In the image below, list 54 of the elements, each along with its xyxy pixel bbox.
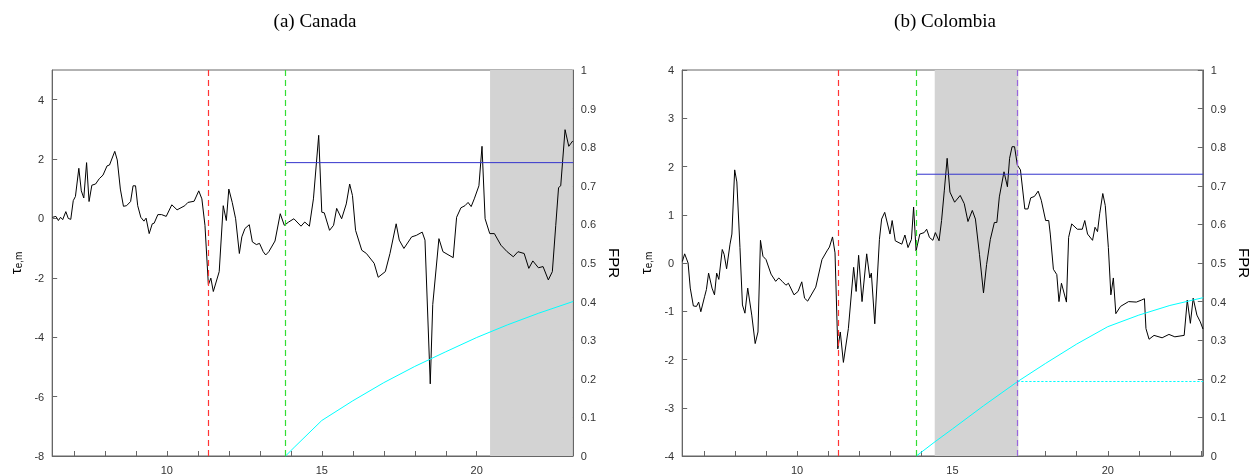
- y2-tick-label: 0.3: [580, 334, 597, 347]
- y-tick-label: -6: [34, 390, 45, 403]
- y-tick-label: -3: [664, 401, 675, 414]
- y-tick-label: -2: [34, 271, 45, 284]
- line-series: [915, 297, 1204, 457]
- y-tick-label: -4: [34, 331, 45, 344]
- y-tick-label: 0: [38, 212, 45, 225]
- x-tick-label: 20: [470, 463, 483, 476]
- y-tick-label: 4: [38, 93, 45, 106]
- y2-tick-label: 0.9: [1210, 102, 1227, 115]
- x-tick-label: 10: [790, 463, 804, 476]
- y2-tick-label: 1: [1210, 64, 1217, 76]
- y2-tick-label: 1: [580, 64, 587, 76]
- y2-tick-label: 0.5: [580, 257, 597, 269]
- y2-tick-label: 0.3: [1210, 334, 1227, 347]
- y-axis-title: τe,m: [7, 251, 24, 275]
- chart-title: (b) Colombia: [894, 10, 997, 32]
- y-tick-label: 3: [668, 112, 675, 125]
- y-tick-label: -2: [664, 353, 675, 366]
- line-series: [285, 301, 574, 457]
- y-tick-label: -4: [664, 450, 675, 462]
- line-series: [681, 146, 1204, 363]
- y-tick-label: 2: [38, 153, 45, 166]
- y2-tick-label: 0.4: [1210, 295, 1227, 308]
- y2-tick-label: 0.8: [580, 141, 597, 154]
- y2-tick-label: 0.1: [1210, 411, 1227, 424]
- line-series: [52, 129, 573, 385]
- y-tick-label: 4: [668, 64, 675, 76]
- y2-tick-label: 0.5: [1210, 257, 1227, 269]
- y2-tick-label: 0.8: [1210, 141, 1227, 154]
- chart-title: (a) Canada: [273, 10, 357, 32]
- y2-tick-label: 0: [580, 450, 587, 462]
- y-axis-title: τe,m: [637, 251, 654, 275]
- x-tick-label: 15: [946, 463, 959, 476]
- y2-axis-title: FPR: [1236, 248, 1253, 279]
- x-tick-label: 10: [160, 463, 173, 476]
- y2-tick-label: 0.7: [580, 179, 597, 192]
- y2-tick-label: 0.9: [580, 102, 597, 115]
- y2-tick-label: 0.7: [1210, 179, 1227, 192]
- x-tick-label: 15: [315, 463, 328, 476]
- y-tick-label: 2: [668, 160, 675, 173]
- y2-tick-label: 0.2: [1210, 372, 1227, 385]
- y-tick-label: 1: [668, 208, 675, 221]
- y2-tick-label: 0.6: [580, 218, 597, 231]
- y2-tick-label: 0: [1210, 450, 1217, 462]
- y2-axis-title: FPR: [606, 248, 623, 279]
- y2-tick-label: 0.1: [580, 411, 597, 424]
- y2-tick-label: 0.6: [1210, 218, 1227, 231]
- x-tick-label: 20: [1101, 463, 1114, 476]
- y2-tick-label: 0.2: [580, 372, 597, 385]
- y2-tick-label: 0.4: [580, 295, 597, 308]
- y-tick-label: -8: [34, 450, 45, 462]
- y-tick-label: -1: [664, 305, 675, 318]
- y-tick-label: 0: [668, 257, 675, 269]
